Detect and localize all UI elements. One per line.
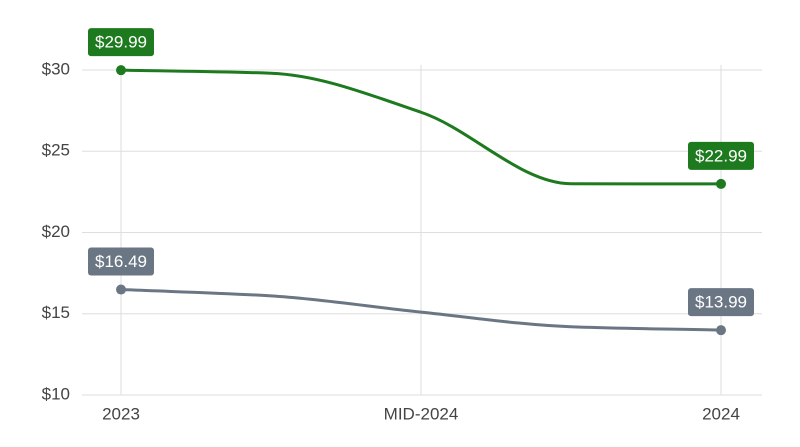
value-label: $13.99 — [695, 293, 747, 312]
data-label: $16.49 — [88, 247, 154, 276]
label-box — [88, 28, 154, 57]
value-label: $16.49 — [95, 252, 147, 271]
label-box — [688, 141, 754, 170]
y-tick-label: $15 — [42, 303, 70, 322]
label-box — [88, 247, 154, 276]
series-line — [120, 68, 722, 186]
data-point — [116, 65, 126, 76]
x-tick-label: 2023 — [102, 404, 140, 423]
y-tick-label: $20 — [42, 222, 70, 241]
y-tick-label: $25 — [42, 141, 70, 160]
data-label: $22.99 — [688, 141, 754, 170]
y-tick-label: $30 — [42, 59, 70, 78]
data-label: $13.99 — [688, 288, 754, 317]
data-point — [716, 325, 726, 336]
x-tick-label: MID-2024 — [384, 404, 459, 423]
y-tick-label: $10 — [42, 384, 70, 403]
series-line — [120, 288, 722, 332]
value-label: $22.99 — [695, 146, 747, 165]
x-tick-label: 2024 — [702, 404, 740, 423]
data-point — [716, 178, 726, 189]
data-label: $29.99 — [88, 28, 154, 57]
data-point — [116, 284, 126, 295]
value-label: $29.99 — [95, 33, 147, 52]
label-box — [688, 288, 754, 317]
